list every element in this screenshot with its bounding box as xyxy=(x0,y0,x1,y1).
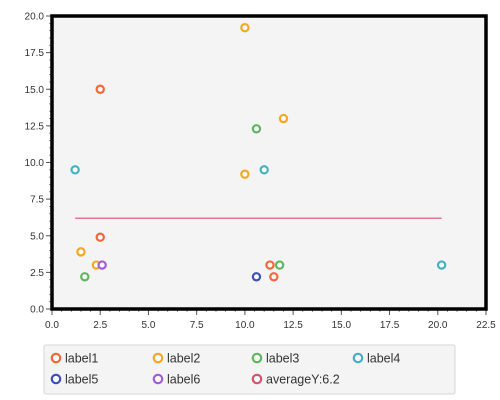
legend-marker-icon xyxy=(251,352,263,364)
data-point-label1 xyxy=(269,272,279,282)
legend-marker-icon xyxy=(352,352,364,364)
data-point-label4 xyxy=(436,260,447,270)
legend-marker-icon xyxy=(152,373,164,385)
y-tick-label: 12.5 xyxy=(25,121,45,132)
y-tick-label: 2.5 xyxy=(30,268,44,279)
legend-marker-icon xyxy=(50,352,62,364)
data-point-label1 xyxy=(265,260,275,270)
legend-label: averageY:6.2 xyxy=(266,373,340,387)
data-point-label3 xyxy=(80,272,90,282)
legend-box xyxy=(43,344,456,395)
y-tick-label: 15.0 xyxy=(25,85,45,96)
data-point-label4 xyxy=(70,165,80,175)
x-tick-label: 0.0 xyxy=(45,320,59,331)
x-tick-label: 17.5 xyxy=(380,320,400,331)
data-point-label2 xyxy=(240,169,250,179)
y-tick-label: 7.5 xyxy=(30,195,44,206)
legend-marker-icon xyxy=(50,373,62,385)
legend-label: label6 xyxy=(167,373,200,387)
legend-marker-icon xyxy=(251,373,263,385)
x-tick-label: 2.5 xyxy=(93,320,107,331)
legend-marker-icon xyxy=(152,352,164,364)
plot-background xyxy=(52,16,486,309)
x-tick-label: 5.0 xyxy=(141,320,155,331)
x-tick-label: 10.0 xyxy=(235,320,255,331)
data-point-label3 xyxy=(251,124,262,134)
legend-label: label3 xyxy=(266,352,299,366)
data-point-label6 xyxy=(97,260,107,270)
data-point-label1 xyxy=(95,84,105,94)
plot-frame xyxy=(50,14,488,311)
data-point-label2 xyxy=(278,113,289,124)
data-point-label4 xyxy=(259,165,269,175)
legend-label: label2 xyxy=(167,352,200,366)
x-tick-label: 7.5 xyxy=(190,320,204,331)
legend-label: label4 xyxy=(367,352,400,366)
x-tick-label: 20.0 xyxy=(428,320,448,331)
data-point-label1 xyxy=(95,232,105,242)
x-tick-label: 15.0 xyxy=(332,320,352,331)
y-tick-label: 5.0 xyxy=(30,231,44,242)
data-point-label2 xyxy=(76,247,86,257)
data-point-label3 xyxy=(274,260,285,270)
legend: label1 label2 label3 label4 label5 label6 aver… xyxy=(43,344,456,395)
data-point-label5 xyxy=(251,272,262,282)
data-point-label2 xyxy=(240,23,250,33)
x-tick-label: 12.5 xyxy=(283,320,303,331)
y-tick-label: 0.0 xyxy=(30,305,44,316)
legend-label: label1 xyxy=(65,352,98,366)
y-tick-label: 10.0 xyxy=(25,158,45,169)
y-tick-label: 17.5 xyxy=(25,48,45,59)
legend-label: label5 xyxy=(65,373,98,387)
x-tick-label: 22.5 xyxy=(476,320,496,331)
plot-area: 0.0 2.5 5.0 7.5 10.0 12.5 15.0 17.5 20.0 0.0 2.5 5.… xyxy=(25,12,497,332)
y-tick-label: 20.0 xyxy=(25,12,45,23)
